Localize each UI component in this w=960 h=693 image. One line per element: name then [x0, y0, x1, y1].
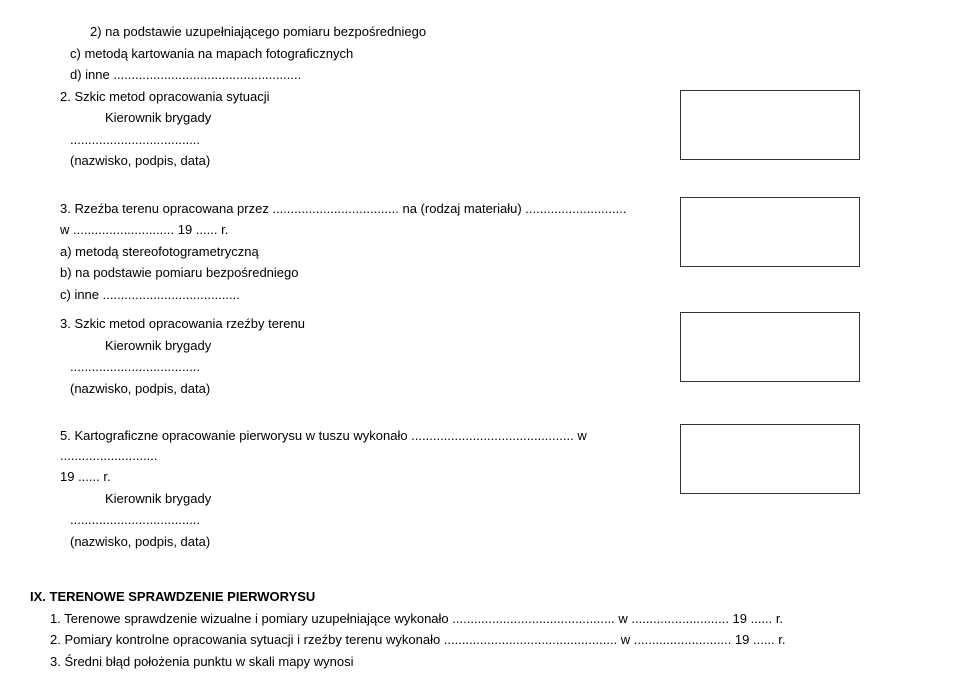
rzezba-item-3-szkic: 3. Szkic metod opracowania rzeźby terenu [30, 314, 630, 334]
kart-content: 5. Kartograficzne opracowanie pierworysu… [30, 424, 630, 553]
rzezba-item-3: 3. Rzeźba terenu opracowana przez ......… [30, 199, 630, 219]
rzezba-intro: 3. Rzeźba terenu opracowana przez ......… [30, 197, 630, 307]
ix-item-2: 2. Pomiary kontrolne opracowania sytuacj… [30, 630, 930, 650]
prev-item-d: d) inne ................................… [30, 65, 630, 85]
kart-sig-caption: (nazwisko, podpis, data) [30, 532, 630, 552]
kart-kierownik: Kierownik brygady [30, 489, 630, 509]
kart-item-5-cont: 19 ...... r. [30, 467, 630, 487]
rzezba-dots: .................................... [30, 357, 630, 377]
prev-dots: .................................... [30, 130, 630, 150]
prev-item-2: 2. Szkic metod opracowania sytuacji [30, 87, 630, 107]
signature-box-4 [680, 424, 860, 494]
section-ix: IX. TERENOWE SPRAWDZENIE PIERWORYSU 1. T… [30, 587, 930, 671]
signature-box-3 [680, 312, 860, 382]
prev-box-col [680, 20, 860, 160]
signature-box-2 [680, 197, 860, 267]
rzezba-item-a: a) metodą stereofotogrametryczną [30, 242, 630, 262]
signature-box-1 [680, 90, 860, 160]
rzezba-item-3-cont: w ............................ 19 ......… [30, 220, 630, 240]
rzezba-box-col-2 [680, 312, 860, 382]
section-ix-heading: IX. TERENOWE SPRAWDZENIE PIERWORYSU [30, 587, 930, 607]
rzezba-szkic-content: 3. Szkic metod opracowania rzeźby terenu… [30, 312, 630, 400]
prev-section-block: 2) na podstawie uzupełniającego pomiaru … [30, 20, 930, 173]
ix-item-3: 3. Średni błąd położenia punktu w skali … [30, 652, 930, 672]
prev-item-c: c) metodą kartowania na mapach fotografi… [30, 44, 630, 64]
rzezba-intro-row: 3. Rzeźba terenu opracowana przez ......… [30, 197, 930, 307]
ix-item-1: 1. Terenowe sprawdzenie wizualne i pomia… [30, 609, 930, 629]
prev-item-2-sub2: 2) na podstawie uzupełniającego pomiaru … [30, 22, 630, 42]
rzezba-kierownik: Kierownik brygady [30, 336, 630, 356]
prev-content: 2) na podstawie uzupełniającego pomiaru … [30, 20, 630, 173]
prev-kierownik: Kierownik brygady [30, 108, 630, 128]
kart-dots: .................................... [30, 510, 630, 530]
kartograficzne-row: 5. Kartograficzne opracowanie pierworysu… [30, 424, 930, 553]
rzezba-szkic-row: 3. Szkic metod opracowania rzeźby terenu… [30, 312, 930, 400]
rzezba-item-b: b) na podstawie pomiaru bezpośredniego [30, 263, 630, 283]
kart-item-5: 5. Kartograficzne opracowanie pierworysu… [30, 426, 630, 465]
rzezba-sig-caption: (nazwisko, podpis, data) [30, 379, 630, 399]
prev-sig-caption: (nazwisko, podpis, data) [30, 151, 630, 171]
rzezba-box-col-1 [680, 197, 860, 267]
kart-box-col [680, 424, 860, 494]
rzezba-item-c: c) inne ................................… [30, 285, 630, 305]
